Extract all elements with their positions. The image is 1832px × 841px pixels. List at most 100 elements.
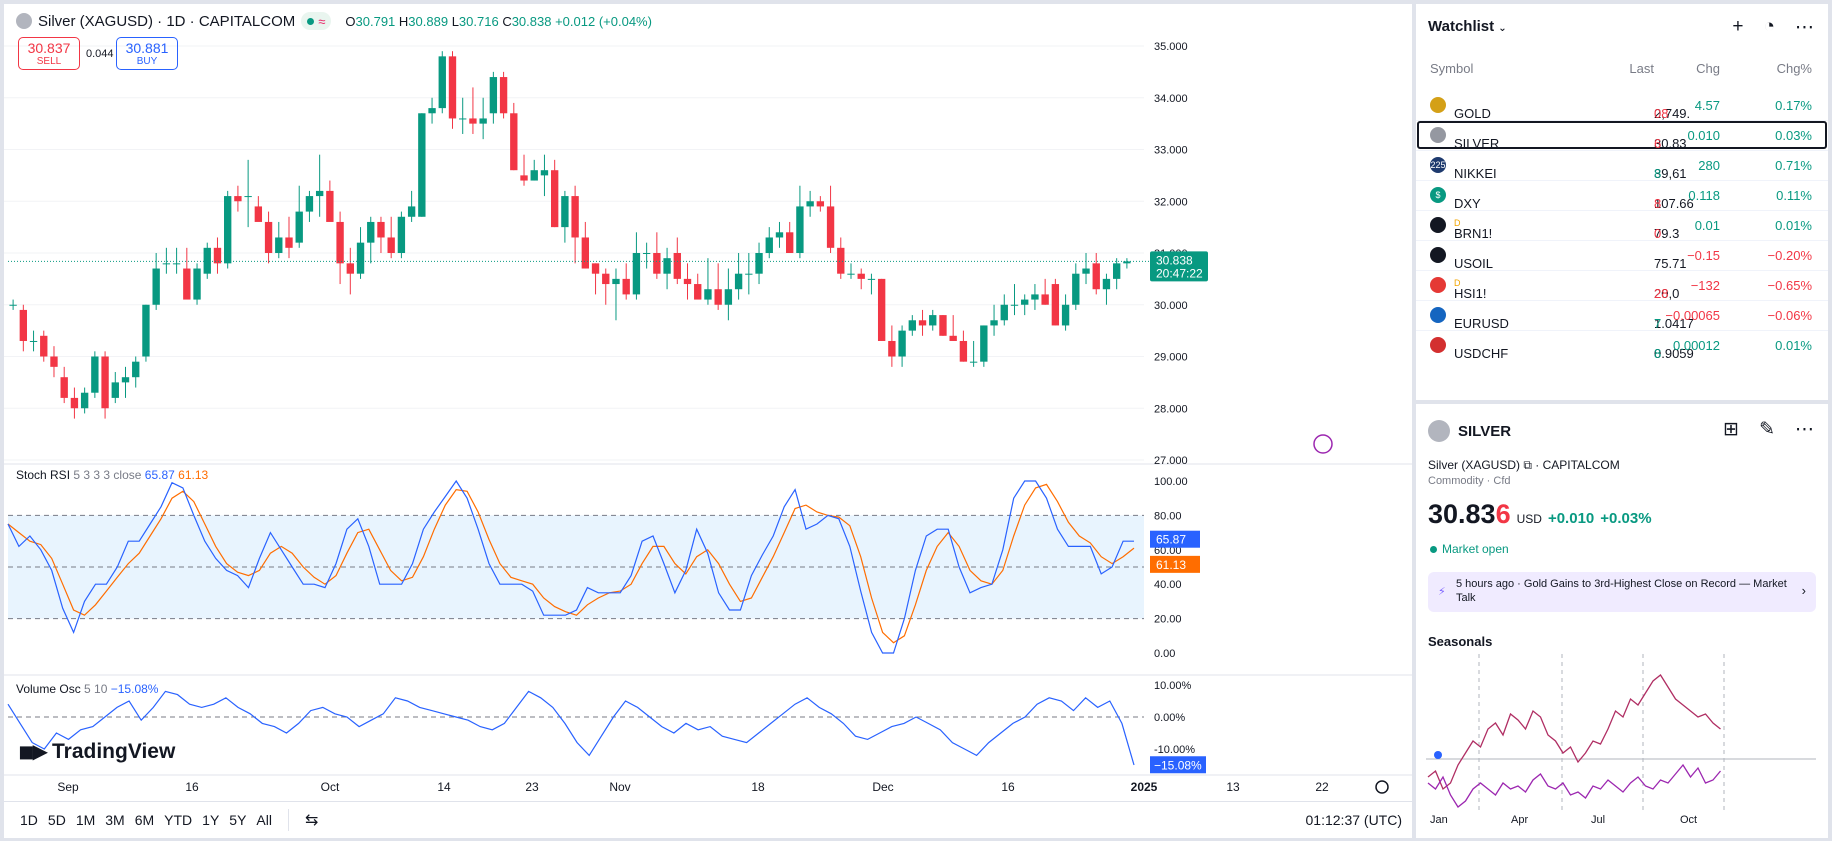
add-symbol-icon[interactable]: +: [1732, 16, 1744, 37]
candle-body: [367, 221, 375, 243]
watchlist-row-dxy[interactable]: $ DXY 107.66 8 0.118 0.11%: [1416, 180, 1828, 211]
candle-body: [162, 263, 171, 265]
row-change: 280: [1698, 158, 1720, 173]
watchlist-row-silver[interactable]: SILVER 30.83 6 0.010 0.03%: [1416, 120, 1828, 151]
candle-body: [469, 118, 477, 124]
candle-body: [387, 237, 395, 253]
seasonals-title[interactable]: Seasonals: [1428, 634, 1493, 649]
settings-gear-icon[interactable]: [1375, 780, 1389, 794]
watchlist-row-gold[interactable]: GOLD 2,749. 08 4.57 0.17%: [1416, 90, 1828, 121]
market-status-pill[interactable]: ≈: [301, 12, 332, 30]
candle-body: [418, 113, 426, 217]
utc-clock[interactable]: 01:12:37 (UTC): [1305, 812, 1402, 828]
volume-osc-legend[interactable]: Volume Osc 5 10 −15.08%: [16, 682, 159, 696]
vol-osc-label[interactable]: [1150, 756, 1206, 774]
range-1y[interactable]: 1Y: [202, 812, 220, 828]
row-divider: [1416, 210, 1828, 211]
time-axis-label: 16: [185, 780, 199, 794]
candle-body: [591, 263, 600, 274]
symbol-title[interactable]: Silver (XAGUSD) · 1D · CAPITALCOM: [38, 12, 296, 30]
season-month: Oct: [1680, 814, 1698, 826]
stoch-tick: 100.00: [1154, 476, 1188, 488]
stoch-k-label[interactable]: [1150, 530, 1200, 548]
range-1m[interactable]: 1M: [75, 812, 96, 828]
candle-body: [724, 289, 733, 305]
candle-body: [19, 309, 28, 341]
row-divider: [1416, 240, 1828, 241]
candle-body: [40, 335, 48, 357]
candle-body: [969, 361, 978, 363]
bottom-toolbar: 1D 5D 1M 3M 6M YTD 1Y 5Y All ⇆ 01:12:37 …: [4, 801, 1412, 838]
details-header[interactable]: SILVER: [1428, 420, 1511, 442]
watchlist-row-eurusd[interactable]: EURUSD 1.0417 7 −0.00065 −0.06%: [1416, 300, 1828, 331]
news-card[interactable]: ⚡ 5 hours ago · Gold Gains to 3rd-Highes…: [1428, 572, 1816, 612]
watchlist-row-usdchf[interactable]: USDCHF 0.9059 8 0.00012 0.01%: [1416, 330, 1828, 361]
details-tools: ⊞ ✎ ⋯: [1723, 418, 1814, 441]
alert-lightning-icon[interactable]: [1313, 434, 1333, 454]
candle-body: [50, 356, 58, 367]
col-last[interactable]: Last: [1629, 61, 1654, 76]
range-1d[interactable]: 1D: [20, 812, 38, 828]
watchlist-row-hsi[interactable]: HSI1! D 20,0 28 −132 −0.65%: [1416, 270, 1828, 301]
watchlist-panel: Watchlist ⌄ + ◔ ⋯ Symbol Last Chg Chg% G…: [1416, 4, 1828, 400]
candle-body: [939, 315, 947, 336]
range-3m[interactable]: 3M: [105, 812, 125, 828]
row-change: 4.57: [1694, 98, 1720, 113]
row-change-pct: −0.06%: [1767, 308, 1812, 323]
nikkei-icon: 225: [1430, 157, 1446, 173]
watchlist-row-brn[interactable]: BRN1! D 79.3 0 0.01 0.01%: [1416, 210, 1828, 241]
candle-body: [397, 216, 406, 253]
current-price-value: 30.838: [1156, 253, 1193, 267]
symbol-full-name[interactable]: Silver (XAGUSD) ⧉ · CAPITALCOM: [1428, 458, 1620, 472]
watchlist-row-usoil[interactable]: USOIL 75.71 −0.15 −0.20%: [1416, 240, 1828, 271]
chart-panel[interactable]: 35.00034.00033.00032.00031.00030.00029.0…: [4, 4, 1412, 838]
stoch-d-label[interactable]: [1150, 555, 1200, 573]
row-change-pct: 0.01%: [1775, 338, 1812, 353]
stoch-rsi-legend[interactable]: Stoch RSI 5 3 3 3 close 65.87 61.13: [16, 468, 209, 482]
sell-button[interactable]: 30.837 SELL: [18, 37, 80, 70]
candle-body: [949, 335, 957, 341]
range-6m[interactable]: 6M: [134, 812, 155, 828]
candle-body: [786, 232, 794, 253]
tradingview-logo[interactable]: ◼▶ TradingView: [18, 739, 176, 764]
range-all[interactable]: All: [256, 812, 272, 828]
candle-body: [356, 242, 365, 274]
col-chg[interactable]: Chg: [1696, 61, 1720, 76]
row-change: 0.118: [1688, 188, 1720, 203]
row-change-pct: 0.11%: [1776, 188, 1812, 203]
more-options-icon[interactable]: ⋯: [1795, 17, 1814, 38]
buy-button[interactable]: 30.881 BUY: [116, 37, 178, 70]
col-symbol[interactable]: Symbol: [1430, 61, 1474, 76]
row-change-pct: −0.20%: [1767, 248, 1812, 263]
candle-body: [796, 206, 804, 253]
external-link-icon[interactable]: ⧉: [1523, 458, 1532, 472]
stoch-tick: 20.00: [1154, 614, 1182, 626]
stoch-d-value: 61.13: [1156, 558, 1186, 572]
stoch-k-line: [7, 479, 1134, 654]
season-current-dot: [1434, 751, 1442, 759]
edit-note-icon[interactable]: ✎: [1759, 419, 1775, 440]
advanced-view-icon[interactable]: ◔: [1763, 16, 1775, 37]
watchlist-row-nikkei[interactable]: 225 NIKKEI 39,61 8 280 0.71%: [1430, 157, 1812, 181]
col-chgp[interactable]: Chg%: [1776, 61, 1812, 76]
date-range-icon[interactable]: ⇆: [304, 812, 319, 829]
candle-body: [459, 118, 467, 120]
candle-body: [775, 232, 784, 238]
watchlist-title[interactable]: Watchlist ⌄: [1428, 18, 1507, 35]
range-5y[interactable]: 5Y: [229, 812, 247, 828]
seasonals-chart[interactable]: [1416, 654, 1828, 814]
time-axis-label: 14: [437, 780, 451, 794]
grid-layout-icon[interactable]: ⊞: [1723, 419, 1740, 440]
range-5d[interactable]: 5D: [47, 812, 66, 828]
candle-body: [734, 273, 743, 290]
range-ytd[interactable]: YTD: [164, 812, 193, 828]
candle-body: [714, 289, 722, 305]
oil-drop-icon: [1430, 217, 1446, 233]
candle-body: [877, 278, 886, 341]
more-options-icon[interactable]: ⋯: [1795, 419, 1814, 440]
chart-canvas[interactable]: 35.00034.00033.00032.00031.00030.00029.0…: [4, 4, 1412, 801]
candle-body: [121, 377, 130, 383]
current-price-label[interactable]: [1150, 251, 1208, 282]
candle-body: [111, 382, 119, 398]
details-price: 30.836 USD +0.010 +0.03%: [1428, 499, 1652, 529]
